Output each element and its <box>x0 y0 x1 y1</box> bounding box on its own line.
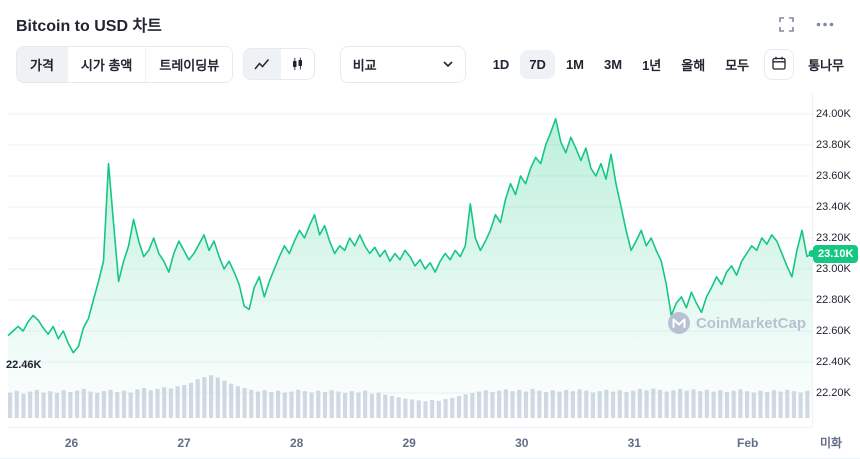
x-tick-label: Feb <box>737 436 759 450</box>
log-scale-toggle[interactable]: 통나무 <box>808 57 844 73</box>
x-tick-label: 31 <box>627 436 641 450</box>
y-tick-label: 22.80K <box>816 294 851 306</box>
y-axis-labels: 24.00K 23.80K 23.60K 23.40K 23.20K 23.00K 22.8… <box>816 86 860 427</box>
range-button-모두[interactable]: 모두 <box>716 48 758 81</box>
price-chart[interactable] <box>0 86 820 427</box>
chart-toolbar: 가격 시가 총액 트레이딩뷰 비교 1D 7D 1M 3M 1년 올 <box>0 42 860 83</box>
y-tick-label: 22.60K <box>816 325 851 337</box>
calendar-icon <box>772 56 786 73</box>
x-tick-label: 26 <box>64 436 79 450</box>
range-button-1D[interactable]: 1D <box>484 50 519 79</box>
x-tick-label: 27 <box>177 436 191 450</box>
low-price-label: 22.46K <box>6 358 42 371</box>
range-button-올해[interactable]: 올해 <box>672 48 714 81</box>
x-axis-labels: 26 27 28 29 30 31 Feb <box>8 427 812 457</box>
chevron-down-icon <box>443 61 453 67</box>
y-tick-label: 24.00K <box>816 108 851 120</box>
range-button-1M[interactable]: 1M <box>557 50 593 79</box>
watermark-text: CoinMarketCap <box>695 314 806 332</box>
range-button-7D[interactable]: 7D <box>520 49 555 79</box>
current-price-badge: 23.10K <box>813 244 859 263</box>
more-options-icon[interactable] <box>816 22 834 27</box>
coinmarketcap-watermark: CoinMarketCap <box>667 312 806 334</box>
range-selector: 1D 7D 1M 3M 1년 올해 모두 <box>484 48 758 81</box>
x-tick-label: 29 <box>402 436 416 450</box>
y-tick-label: 22.40K <box>816 356 851 368</box>
view-tab-2[interactable]: 트레이딩뷰 <box>145 46 233 82</box>
view-tabs: 가격 시가 총액 트레이딩뷰 <box>16 45 234 83</box>
y-tick-label: 23.80K <box>816 139 851 151</box>
x-tick-label: 28 <box>289 436 304 450</box>
compare-label: 비교 <box>352 57 377 73</box>
line-chart-type-button[interactable] <box>244 49 281 79</box>
y-tick-label: 23.60K <box>816 170 851 182</box>
currency-label[interactable]: 미화 <box>820 436 843 450</box>
y-tick-label: 23.00K <box>816 263 851 275</box>
card-header: Bitcoin to USD 차트 <box>0 0 860 42</box>
coinmarketcap-logo-icon <box>667 312 690 334</box>
y-tick-label: 23.20K <box>816 232 851 244</box>
page-title: Bitcoin to USD 차트 <box>16 18 162 35</box>
y-tick-label: 22.20K <box>816 387 851 399</box>
x-tick-label: 30 <box>515 436 529 450</box>
calendar-button[interactable] <box>764 48 795 80</box>
range-button-1년[interactable]: 1년 <box>633 48 670 81</box>
view-tab-0[interactable]: 가격 <box>17 46 67 82</box>
fullscreen-icon[interactable] <box>779 16 794 32</box>
header-icons <box>779 16 834 32</box>
chart-type-toggle <box>243 48 316 80</box>
view-tab-1[interactable]: 시가 총액 <box>66 46 146 82</box>
chart-area: 24.00K 23.80K 23.60K 23.40K 23.20K 23.00K 22.8… <box>0 86 860 457</box>
y-tick-label: 23.40K <box>816 201 851 213</box>
compare-dropdown[interactable]: 비교 <box>339 45 466 83</box>
candlestick-chart-type-button[interactable] <box>280 49 315 79</box>
range-button-3M[interactable]: 3M <box>595 50 631 79</box>
